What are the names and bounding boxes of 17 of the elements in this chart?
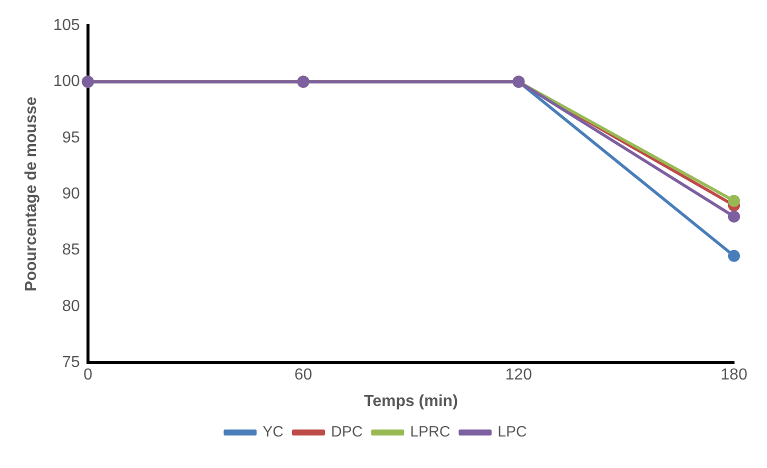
y-tick-label: 95	[62, 129, 80, 146]
legend-label: YC	[262, 424, 284, 441]
x-tick-label: 120	[505, 366, 532, 384]
y-axis-title: Poourcentage de mousse	[23, 96, 40, 292]
y-tick-label: 105	[53, 17, 80, 34]
y-tick-label: 75	[62, 354, 80, 372]
y-tick-label: 100	[53, 73, 80, 90]
x-axis-title: Temps (min)	[364, 392, 458, 410]
y-tick-label: 90	[62, 186, 80, 203]
y-tick-label: 85	[62, 242, 80, 259]
legend-label: LPC	[498, 424, 528, 441]
legend-label: LPRC	[410, 424, 450, 441]
x-tick-label: 60	[294, 366, 312, 384]
y-tick-label: 80	[62, 298, 80, 315]
x-tick-label: 180	[720, 366, 748, 384]
x-tick-label: 0	[83, 366, 92, 384]
legend-label: DPC	[330, 424, 363, 441]
